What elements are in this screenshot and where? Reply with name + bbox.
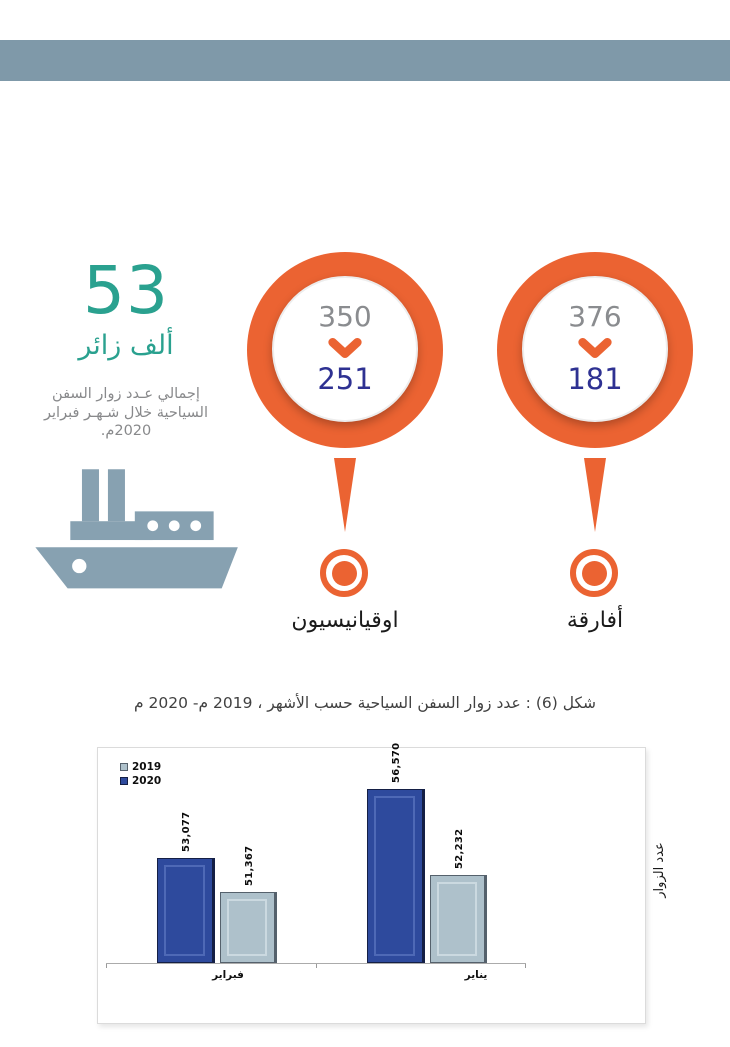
gauge-face: 350 251 xyxy=(272,276,418,422)
gauge-ring: 376 181 xyxy=(497,252,693,448)
bullseye-icon xyxy=(570,549,618,597)
bullseye-icon xyxy=(320,549,368,597)
figure-caption: شكل (6) : عدد زوار السفن السياحية حسب ال… xyxy=(133,694,597,712)
y-axis-title: عدد الزوار xyxy=(652,842,667,898)
gauge-ring: 350 251 xyxy=(247,252,443,448)
summary-block: 53 ألف زائر إجمالي عـدد زوار السفن السيا… xyxy=(40,258,212,441)
nationality-label: اوقيانيسيون xyxy=(291,608,399,633)
bar-2019-jan xyxy=(430,875,487,963)
arrow-down-icon xyxy=(578,338,612,359)
axis-tick xyxy=(525,964,526,968)
legend-swatch-2019 xyxy=(120,763,128,771)
total-visitors-description: إجمالي عـدد زوار السفن السياحية خلال شـه… xyxy=(44,386,208,439)
category-label-january: يناير xyxy=(464,969,488,981)
gauge-oceanians: 350 251 اوقيانيسيون xyxy=(247,252,443,652)
arrow-down-icon xyxy=(328,338,362,359)
legend-item-2020: 2020 xyxy=(120,775,161,787)
plot-area: 53,077 51,367 56,570 52,232 xyxy=(106,743,526,968)
pointer-needle xyxy=(334,458,356,532)
legend-label: 2020 xyxy=(132,775,162,787)
legend-swatch-2020 xyxy=(120,777,128,785)
bar-2020-jan xyxy=(367,789,425,963)
category-label-february: فبراير xyxy=(212,969,244,981)
chart-legend: 2019 2020 xyxy=(120,761,161,789)
bar-2019-feb xyxy=(220,892,277,963)
pointer-needle xyxy=(584,458,606,532)
current-value: 181 xyxy=(567,362,623,397)
legend-label: 2019 xyxy=(132,761,162,773)
previous-value: 350 xyxy=(318,299,372,333)
cruise-ship-icon xyxy=(35,469,238,589)
total-visitors-unit: ألف زائر xyxy=(78,330,174,361)
total-visitors-value: 53 xyxy=(83,252,169,329)
axis-tick xyxy=(106,964,107,968)
header-band xyxy=(0,40,730,81)
previous-value: 376 xyxy=(568,299,622,333)
gauge-face: 376 181 xyxy=(522,276,668,422)
nationality-label: أفارقة xyxy=(566,608,624,633)
legend-item-2019: 2019 xyxy=(120,761,161,773)
current-value: 251 xyxy=(317,362,373,397)
bar-chart: 2019 2020 53,077 51,367 56,570 52,232 فبراي… xyxy=(97,743,646,1024)
gauge-africans: 376 181 أفارقة xyxy=(497,252,693,652)
axis-tick xyxy=(316,964,317,968)
bar-2020-feb xyxy=(157,858,215,963)
